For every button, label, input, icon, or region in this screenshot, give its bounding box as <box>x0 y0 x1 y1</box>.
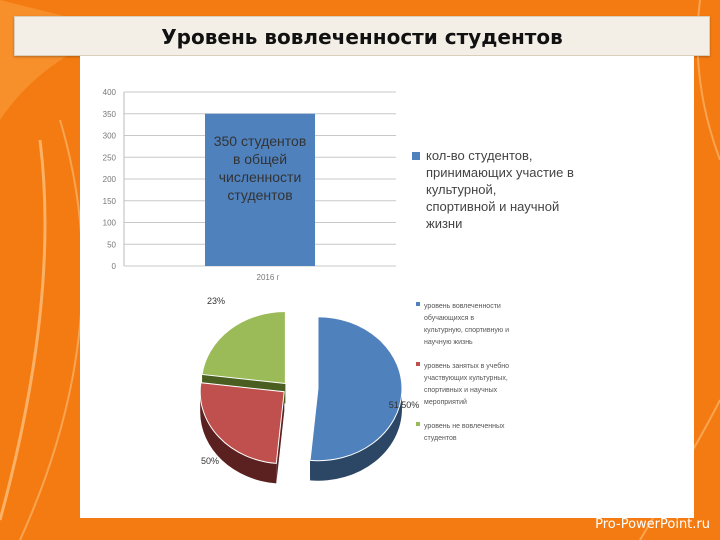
pie-legend-label: уровень занятых в учебно <box>424 362 509 370</box>
y-tick-label: 350 <box>103 110 117 119</box>
bar-data-label: в общей <box>233 151 287 167</box>
y-tick-label: 200 <box>103 175 117 184</box>
pie-legend-label: уровень вовлеченности <box>424 303 501 310</box>
pie-data-label: 23% <box>207 296 225 306</box>
bar-data-label: студентов <box>227 187 292 203</box>
pie-legend-label: спортивных и научных <box>424 387 498 394</box>
pie-legend-label: мероприятий <box>424 398 467 406</box>
legend-swatch <box>412 152 420 160</box>
watermark: Pro-PowerPoint.ru <box>595 517 710 532</box>
y-tick-label: 150 <box>103 197 117 206</box>
y-tick-label: 0 <box>112 262 117 271</box>
legend-label: спортивной и научной <box>426 199 559 214</box>
bar-data-label: численности <box>219 169 302 185</box>
pie-slice <box>201 310 286 385</box>
pie-legend-swatch <box>416 362 420 366</box>
x-tick-label: 2016 г <box>257 273 280 282</box>
bar-data-label: 350 студентов <box>214 133 307 149</box>
y-tick-label: 300 <box>103 132 117 141</box>
y-tick-label: 100 <box>103 219 117 228</box>
legend-label: жизни <box>426 216 462 231</box>
pie-legend-swatch <box>416 302 420 306</box>
pie-data-label: 51,50% <box>389 400 420 410</box>
content-panel: 400 350 300 250 200 150 100 50 0 350 студентов в о… <box>80 56 694 518</box>
pie-chart: 51,50% 50% 23% уровень вовлеченности обучающ… <box>199 296 509 484</box>
pie-legend-label: научную жизнь <box>424 339 473 346</box>
pie-slice-side <box>200 391 277 484</box>
pie-legend-label: студентов <box>424 435 457 442</box>
title-bar: Уровень вовлеченности студентов <box>14 16 710 56</box>
bar <box>205 113 315 266</box>
charts-canvas: 400 350 300 250 200 150 100 50 0 350 студентов в о… <box>103 88 574 484</box>
y-tick-label: 50 <box>107 240 116 249</box>
y-tick-label: 250 <box>103 153 117 162</box>
pie-legend-label: культурную, спортивную и <box>424 327 509 334</box>
legend-label: принимающих участие в <box>426 165 574 180</box>
pie-slice <box>199 382 285 464</box>
y-tick-label: 400 <box>103 88 117 97</box>
pie-legend-label: уровень не вовлеченных <box>424 423 505 430</box>
pie-slice-side <box>310 388 402 481</box>
pie-slice-wall <box>276 391 285 484</box>
pie-slice <box>309 316 403 462</box>
pie-legend-swatch <box>416 422 420 426</box>
pie-legend-label: обучающихся в <box>424 314 474 322</box>
legend-label: кол-во студентов, <box>426 148 533 163</box>
pie-data-label: 50% <box>201 456 219 466</box>
pie-legend-label: участвующих культурных, <box>424 375 508 382</box>
bar-chart: 400 350 300 250 200 150 100 50 0 350 студентов в о… <box>103 88 574 282</box>
slide-title: Уровень вовлеченности студентов <box>161 25 563 49</box>
legend-label: культурной, <box>426 182 496 197</box>
